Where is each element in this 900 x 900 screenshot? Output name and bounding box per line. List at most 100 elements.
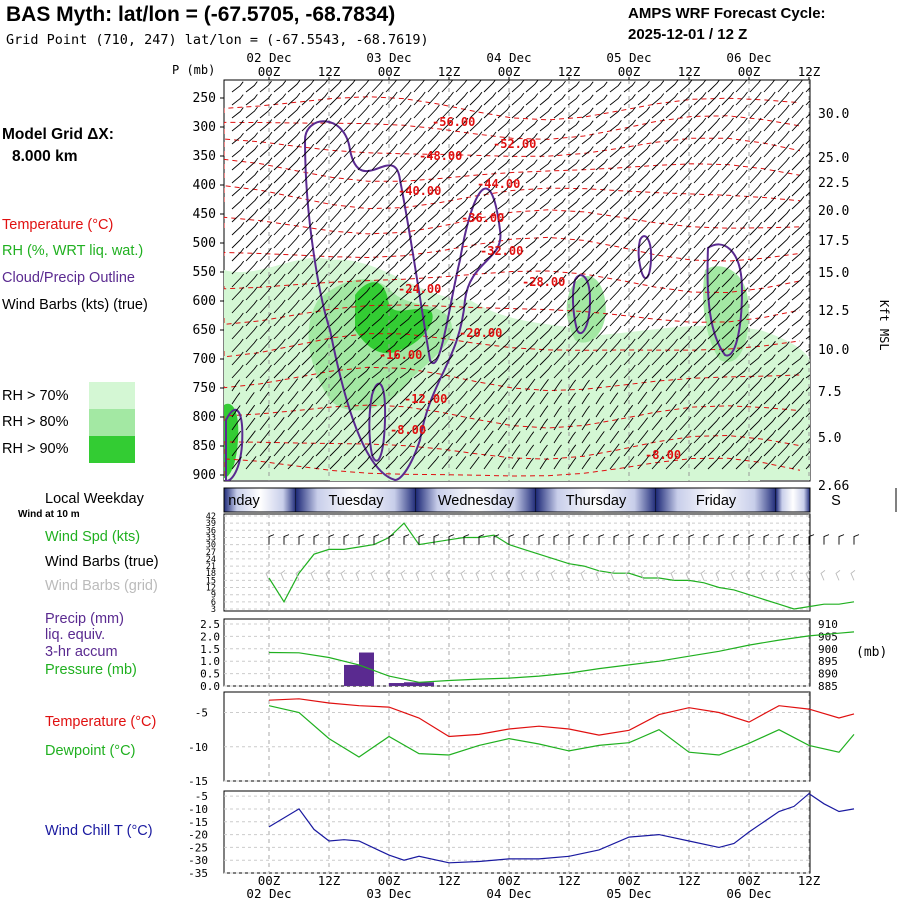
wind-barb (483, 158, 497, 171)
wind-barb (455, 443, 467, 457)
kft-axis-label: Kft MSL (877, 300, 891, 351)
wind-barb (749, 195, 762, 210)
wind-barb (623, 417, 634, 431)
wind-barb (679, 351, 693, 366)
wind-barb (441, 91, 454, 106)
wind-barb (301, 378, 313, 392)
wind-barb (693, 105, 707, 119)
wind-barb (399, 301, 412, 314)
wind-barb (413, 315, 426, 327)
forecast-cycle-block: AMPS WRF Forecast Cycle: 2025-12-01 / 12… (628, 3, 826, 45)
wind-barb (637, 351, 650, 366)
wind-barb-grid (505, 570, 511, 581)
wind-barb (371, 234, 385, 249)
p-tick-label: 300 (193, 120, 216, 135)
wind-barb (763, 117, 776, 132)
wind-barb (483, 145, 497, 158)
wind-barb (679, 195, 692, 210)
weekday-segment (656, 488, 776, 512)
wind-barb (637, 378, 647, 392)
top-date-label: 02 Dec (246, 50, 291, 65)
wind-barb (371, 353, 384, 366)
wind-panel-frame (223, 513, 811, 612)
wind-barb (805, 412, 810, 418)
wind-barb (693, 429, 706, 444)
wind-barb (525, 352, 539, 366)
wind-barb (455, 416, 468, 431)
wind-barb (735, 221, 748, 236)
wind-barb (441, 456, 453, 470)
wind-barb (385, 143, 398, 158)
wind-barb (455, 131, 469, 145)
wind-barb (259, 404, 270, 418)
wind-barb (651, 131, 665, 145)
wind-barb (329, 403, 342, 418)
wind-barb (553, 159, 566, 171)
wind-barb (693, 208, 706, 223)
wind-barb (707, 339, 721, 353)
wind-barb (777, 143, 790, 158)
wind-barb (245, 170, 259, 184)
wind-barb (637, 325, 650, 340)
wind-barb (665, 312, 678, 327)
wind-barb (679, 156, 693, 171)
wind-barb (721, 455, 735, 470)
wind-barb (763, 80, 776, 93)
isotherm-label: -8.00 (390, 423, 426, 437)
wind-barb (455, 341, 468, 353)
wind-barb (735, 353, 749, 366)
wind-barb (777, 341, 790, 353)
wind-barb (497, 430, 508, 444)
wind-barb (413, 328, 426, 340)
isotherm-line (224, 115, 801, 140)
wind-barb (301, 221, 314, 236)
wind-barb (273, 182, 287, 197)
wind-barb (427, 236, 441, 249)
wind-barb (693, 365, 707, 379)
wind-barb (763, 403, 777, 418)
wind-barb (469, 210, 482, 223)
wind-barb (595, 133, 608, 145)
wind-barb (413, 275, 427, 288)
wind-barb-grid (610, 570, 616, 581)
wind-barb (245, 404, 256, 418)
wind-barb (679, 455, 692, 470)
wind-barb (455, 302, 468, 314)
wind-barb (245, 299, 258, 314)
wind-tick-label: 42 (206, 512, 216, 522)
wind-barb (455, 157, 469, 171)
wind-barb (525, 288, 539, 301)
wind-barb (497, 80, 511, 93)
wind-barb (791, 275, 805, 288)
wind-barb (231, 158, 245, 171)
temp-tick-label: -5 (195, 707, 208, 720)
wind-barbs-true-label: Wind Barbs (true) (45, 554, 159, 570)
wind-barb (735, 80, 748, 93)
wind-barb (483, 377, 496, 392)
wind-barbs-grid-label: Wind Barbs (grid) (45, 578, 158, 594)
wind-barb-true (613, 534, 620, 545)
wind-barb (609, 94, 622, 106)
dewpoint-label: Dewpoint (°C) (45, 743, 136, 759)
wind-barb (623, 183, 637, 197)
wind-barb-true (688, 534, 695, 545)
wind-barb (497, 314, 511, 327)
p-tick-label: 750 (193, 381, 216, 396)
wind-barb (749, 221, 763, 236)
wind-barb (539, 457, 548, 470)
wind-barb (567, 431, 576, 444)
wind-barb (357, 143, 370, 158)
wind-barb (567, 287, 581, 301)
p-tick-label: 350 (193, 149, 216, 164)
wind-barb (637, 221, 651, 236)
wind-barb (665, 455, 678, 470)
wind-barb (441, 104, 454, 119)
wind-barb (511, 92, 525, 106)
wind-barb (301, 92, 315, 106)
wind-barb (553, 94, 566, 106)
wind-barb (427, 91, 440, 106)
weekday-segment (536, 488, 656, 512)
wind-barb (567, 444, 577, 457)
wind-barb (497, 263, 510, 275)
wind-barb (735, 274, 749, 288)
